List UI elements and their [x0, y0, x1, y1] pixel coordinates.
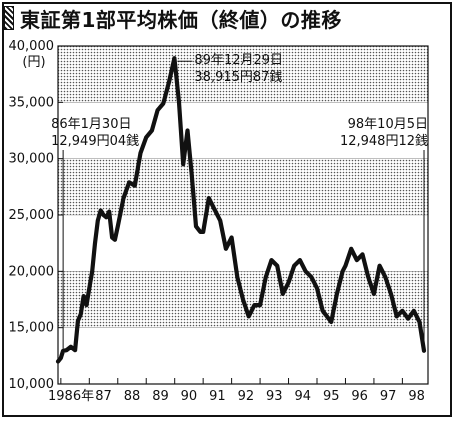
x-tick-label: 91 [209, 389, 226, 404]
shaded-bands [58, 46, 428, 328]
x-tick-label: 93 [266, 389, 283, 404]
annotations: 86年1月30日 12,949円04銭 89年12月29日 38,915円87銭 98年… [51, 53, 428, 349]
annotation-value-1986: 12,949円04銭 [51, 134, 139, 149]
y-tick-label: 40,000 [9, 39, 55, 54]
x-tick-label: 90 [181, 389, 198, 404]
x-tick-label: 95 [323, 389, 340, 404]
series-line-layer [55, 56, 427, 364]
y-tick-label: 20,000 [9, 264, 55, 279]
x-tick-label: 96 [351, 389, 368, 404]
series-line-0 [55, 56, 427, 364]
y-axis: 10,000 15,000 20,000 25,000 30,000 35,000 40,0… [9, 39, 63, 392]
y-unit-label: (円) [22, 55, 45, 70]
y-tick-label: 10,000 [9, 377, 55, 392]
shaded-band-1 [58, 158, 428, 215]
x-tick-label: 97 [380, 389, 397, 404]
title-marker-icon [4, 6, 14, 30]
annotation-date-1986: 86年1月30日 [51, 117, 131, 132]
annotation-date-1989: 89年12月29日 [194, 53, 283, 68]
x-tick-label: 94 [294, 389, 311, 404]
annotation-value-1989: 38,915円87銭 [194, 70, 282, 85]
x-tick-label: 87 [95, 389, 112, 404]
x-tick-label: 1986年 [48, 389, 94, 404]
annotation-value-1998: 12,948円12銭 [340, 134, 428, 149]
chart-title: 東証第1部平均株価（終値）の推移 [20, 7, 342, 32]
shaded-band-2 [58, 46, 428, 103]
y-tick-label: 25,000 [9, 208, 55, 223]
y-tick-label: 15,000 [9, 321, 55, 336]
y-tick-label: 35,000 [9, 95, 55, 110]
y-tick-label: 30,000 [9, 152, 55, 167]
x-tick-label: 92 [238, 389, 255, 404]
x-tick-label: 89 [152, 389, 169, 404]
x-tick-label: 98 [408, 389, 425, 404]
x-axis: 1986年 87 88 89 90 91 92 93 94 95 96 97 98 [48, 378, 425, 404]
chart-title-bar: 東証第1部平均株価（終値）の推移 [4, 4, 342, 32]
annotation-date-1998: 98年10月5日 [348, 117, 428, 132]
x-tick-label: 88 [124, 389, 141, 404]
